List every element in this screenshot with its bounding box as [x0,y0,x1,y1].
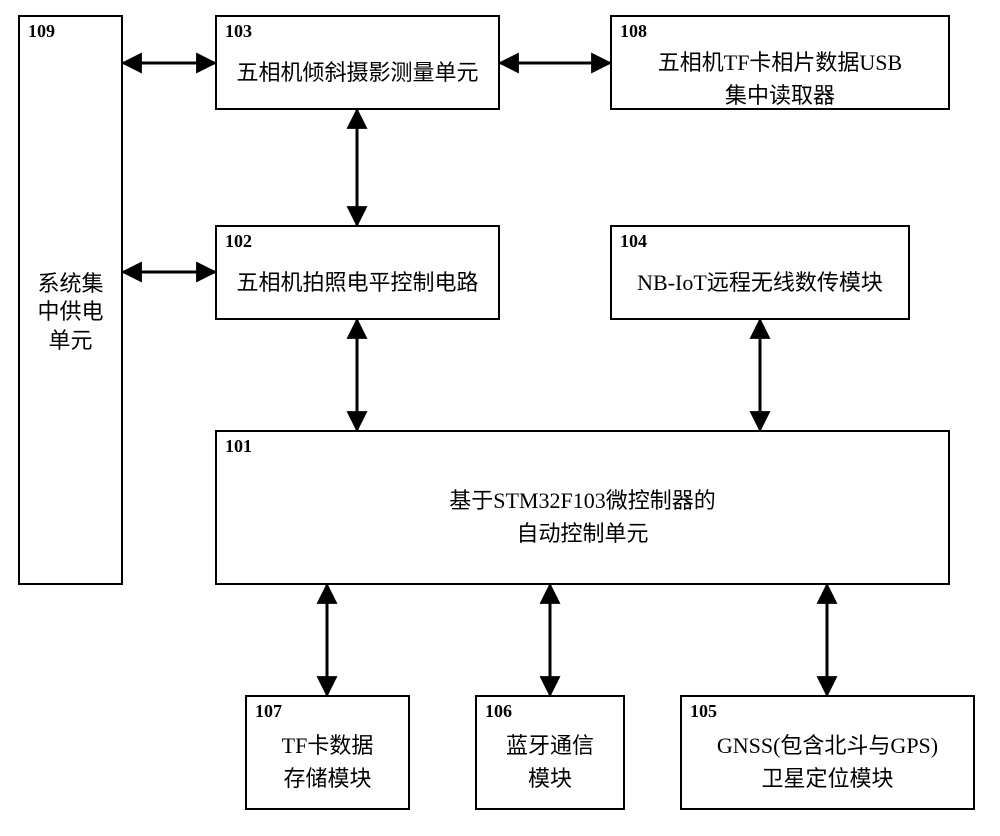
node-108: 108 五相机TF卡相片数据USB集中读取器 [610,15,950,110]
node-label: 系统集中供电单元 [20,42,121,583]
node-number: 106 [477,697,623,722]
node-103: 103 五相机倾斜摄影测量单元 [215,15,500,110]
node-106: 106 蓝牙通信模块 [475,695,625,810]
node-number: 103 [217,17,498,42]
node-107: 107 TF卡数据存储模块 [245,695,410,810]
node-label: 蓝牙通信模块 [477,722,623,808]
node-number: 104 [612,227,908,252]
node-105: 105 GNSS(包含北斗与GPS)卫星定位模块 [680,695,975,810]
node-label: TF卡数据存储模块 [247,722,408,808]
node-label: 五相机TF卡相片数据USB集中读取器 [612,42,948,122]
node-label: 五相机拍照电平控制电路 [217,252,498,318]
node-101: 101 基于STM32F103微控制器的自动控制单元 [215,430,950,585]
node-label: 基于STM32F103微控制器的自动控制单元 [217,457,948,583]
node-label: 五相机倾斜摄影测量单元 [217,42,498,108]
node-label: NB-IoT远程无线数传模块 [612,252,908,318]
node-number: 107 [247,697,408,722]
node-number: 109 [20,17,121,42]
node-label: GNSS(包含北斗与GPS)卫星定位模块 [682,722,973,808]
node-number: 102 [217,227,498,252]
node-109: 109 系统集中供电单元 [18,15,123,585]
node-number: 105 [682,697,973,722]
node-102: 102 五相机拍照电平控制电路 [215,225,500,320]
node-number: 108 [612,17,948,42]
node-104: 104 NB-IoT远程无线数传模块 [610,225,910,320]
node-number: 101 [217,432,948,457]
